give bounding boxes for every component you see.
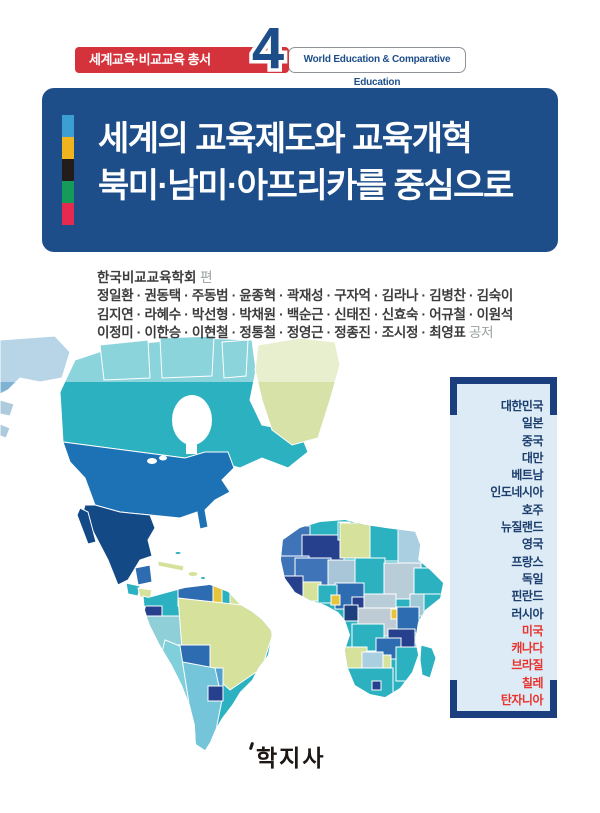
publisher-logo: 학지사: [248, 739, 326, 773]
country-item: 브라질: [511, 658, 543, 673]
country-item: 대만: [521, 450, 544, 465]
country-item: 대한민국: [500, 399, 544, 413]
country-item: 탄자니아: [500, 693, 544, 708]
country-item: 칠레: [521, 675, 544, 690]
country-item: 프랑스: [511, 554, 543, 569]
africa-shape: [281, 520, 443, 697]
country-item: 핀란드: [511, 589, 543, 604]
book-title-line1: 세계의 교육제도와 교육개혁: [98, 120, 473, 158]
editor-role: 편: [200, 270, 213, 285]
country-item: 뉴질랜드: [500, 520, 544, 535]
stripe-block: [62, 137, 74, 159]
country-item: 독일: [521, 571, 544, 586]
publisher-name: 학지사: [256, 745, 326, 771]
series-english-label: World Education & Comparative Education: [303, 54, 451, 88]
arctic-light-band: [0, 330, 600, 382]
authors-block: 한국비교교육학회 편 정일환 · 권동택 · 주동범 · 윤종혁 · 곽재성 ·…: [97, 268, 513, 343]
panel-bracket-bottom: [450, 680, 557, 718]
series-label: 세계교육·비교교육 총서: [89, 52, 211, 67]
author-line: 김지연 · 라혜수 · 박선형 · 박채원 · 백순근 · 신태진 · 신효숙 …: [97, 306, 514, 322]
color-stripe-icon: [62, 115, 74, 225]
logo-tick-icon: [248, 741, 255, 751]
author-line: 정일환 · 권동택 · 주동범 · 윤종혁 · 곽재성 · 구자억 · 김라나 …: [97, 288, 514, 303]
country-item: 중국: [521, 433, 544, 448]
country-item: 인도네시아: [490, 485, 543, 500]
country-item: 미국: [521, 623, 544, 638]
stripe-block: [62, 181, 74, 203]
country-item: 캐나다: [511, 641, 543, 656]
coauthor-suffix: 공저: [465, 325, 494, 340]
stripe-block: [62, 115, 74, 137]
world-map: [0, 330, 600, 750]
series-number-text: 4: [252, 16, 284, 80]
country-item: 베트남: [511, 468, 543, 483]
author-names: 정일환 · 권동택 · 주동범 · 윤종혁 · 곽재성 · 구자억 · 김라나 …: [97, 287, 513, 343]
country-item: 일본: [521, 416, 544, 431]
panel-bracket-top: [450, 377, 557, 415]
mexico-shape: [82, 504, 156, 586]
title-box: 세계의 교육제도와 교육개혁 북미·남미·아프리카를 중심으로: [42, 88, 558, 252]
series-badge: 세계교육·비교교육 총서: [75, 47, 289, 73]
south-america-shape: [145, 585, 272, 750]
book-subtitle-line2: 북미·남미·아프리카를 중심으로: [98, 167, 514, 205]
series-number: 4: [248, 14, 287, 80]
country-item: 호주: [521, 502, 544, 517]
stripe-block: [62, 203, 74, 225]
editor-name: 한국비교교육학회: [97, 270, 197, 285]
stripe-block: [62, 159, 74, 181]
north-america-shape: [0, 335, 341, 618]
country-item: 영국: [521, 537, 544, 552]
greenland-shape: [254, 337, 341, 446]
madagascar-shape: [419, 644, 437, 679]
author-line: 이정미 · 이한승 · 이현철 · 정통철 · 정영근 · 정종진 · 조시정 …: [97, 325, 494, 340]
country-item: 러시아: [511, 606, 543, 621]
series-english-box: World Education & Comparative Education: [288, 47, 466, 88]
